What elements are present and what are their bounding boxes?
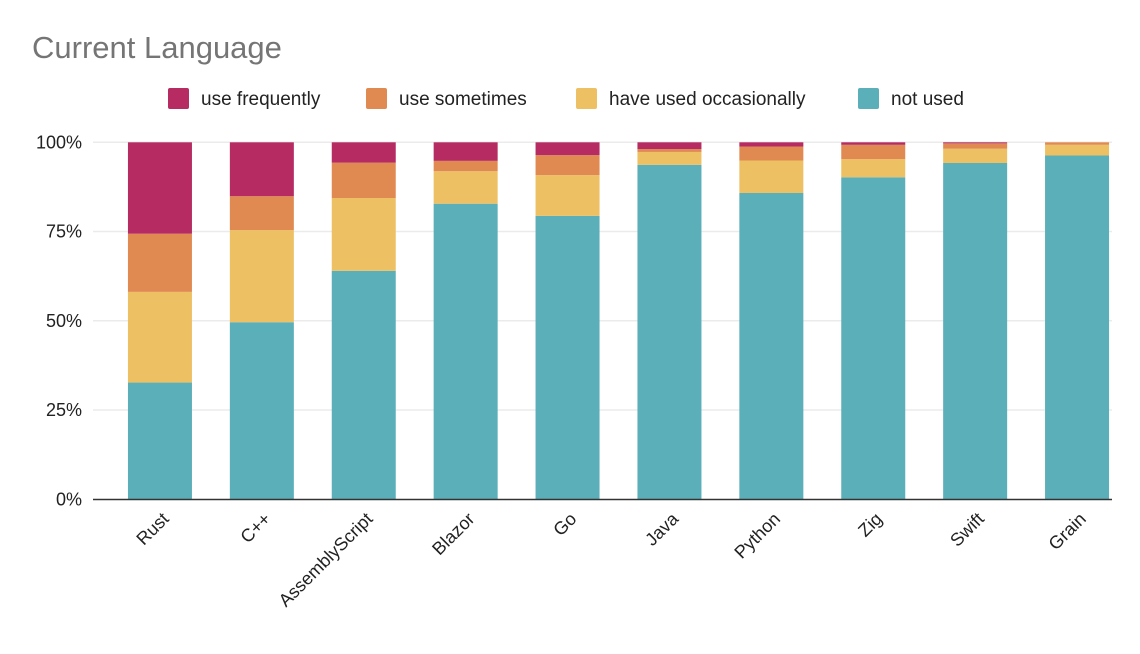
y-tick-label: 100% (36, 132, 82, 152)
bar-segment-use-sometimes-zig (841, 144, 906, 160)
bar-segment-not-used-assemblyscript (331, 270, 396, 500)
legend: use frequently use sometimes have used occ… (168, 88, 964, 110)
bar-segment-use-frequently-cpp (229, 142, 294, 197)
bar-segment-not-used-rust (127, 382, 192, 500)
bar-segment-have-used-occasionally-cpp (229, 230, 294, 323)
bar-segment-use-frequently-go (535, 142, 600, 156)
bar-segment-have-used-occasionally-assemblyscript (331, 197, 396, 271)
bar-segment-have-used-occasionally-swift (943, 148, 1008, 164)
bar-segment-use-sometimes-python (739, 146, 804, 161)
bar-segment-use-frequently-rust (127, 142, 192, 234)
legend-swatch (366, 88, 387, 109)
bar-segment-have-used-occasionally-zig (841, 159, 906, 178)
legend-swatch (576, 88, 597, 109)
x-tick-label: AssemblyScript (275, 509, 377, 611)
bar-segment-use-sometimes-rust (127, 233, 192, 292)
legend-label: use sometimes (399, 89, 527, 110)
y-axis-ticks: 0% 25% 50% 75% 100% (36, 132, 82, 509)
bar-segment-use-sometimes-assemblyscript (331, 162, 396, 198)
bar-segment-not-used-zig (841, 177, 906, 500)
bar-segment-not-used-java (637, 164, 702, 500)
bar-segment-have-used-occasionally-grain (1045, 144, 1110, 156)
bar-segment-not-used-python (739, 192, 804, 500)
bar-segment-not-used-go (535, 215, 600, 500)
bar-segment-use-frequently-zig (841, 142, 906, 145)
x-axis-labels: Rust C++ AssemblyScript Blazor Go Java Python Z… (132, 508, 1089, 611)
bar-segment-use-frequently-assemblyscript (331, 142, 396, 163)
bar-segment-not-used-swift (943, 163, 1008, 500)
bar-segment-use-frequently-swift (943, 142, 1008, 144)
legend-label: have used occasionally (609, 89, 806, 110)
bar-segment-have-used-occasionally-blazor (433, 171, 498, 204)
x-tick-label: Blazor (428, 509, 478, 559)
x-tick-label: Grain (1045, 509, 1090, 554)
x-tick-label: C++ (236, 509, 274, 547)
y-tick-label: 75% (46, 222, 82, 242)
legend-label: not used (891, 89, 964, 110)
chart-title: Current Language (32, 30, 282, 65)
bar-segment-use-frequently-python (739, 142, 804, 147)
bar-segment-use-sometimes-cpp (229, 196, 294, 231)
x-tick-label: Zig (854, 509, 886, 541)
x-tick-label: Rust (132, 509, 172, 549)
bar-segment-have-used-occasionally-rust (127, 291, 192, 383)
legend-label: use frequently (201, 89, 321, 110)
bar-segment-not-used-blazor (433, 203, 498, 500)
bars (127, 142, 1110, 500)
bar-segment-use-sometimes-blazor (433, 160, 498, 172)
y-tick-label: 0% (56, 489, 82, 509)
x-tick-label: Java (641, 508, 683, 550)
bar-segment-use-sometimes-swift (943, 143, 1008, 149)
legend-swatch (858, 88, 879, 109)
x-tick-label: Swift (946, 509, 988, 551)
bar-segment-have-used-occasionally-go (535, 175, 600, 216)
bar-segment-use-sometimes-java (637, 149, 702, 152)
bar-segment-use-frequently-blazor (433, 142, 498, 161)
bar-segment-not-used-grain (1045, 155, 1110, 500)
legend-swatch (168, 88, 189, 109)
bar-segment-have-used-occasionally-python (739, 160, 804, 193)
bar-segment-use-sometimes-go (535, 155, 600, 176)
bar-segment-use-frequently-java (637, 142, 702, 150)
y-tick-label: 50% (46, 311, 82, 331)
bar-segment-use-sometimes-grain (1045, 142, 1110, 145)
bar-segment-not-used-cpp (229, 322, 294, 500)
y-tick-label: 25% (46, 400, 82, 420)
x-tick-label: Python (730, 509, 784, 563)
x-tick-label: Go (549, 509, 580, 540)
bar-segment-have-used-occasionally-java (637, 151, 702, 165)
